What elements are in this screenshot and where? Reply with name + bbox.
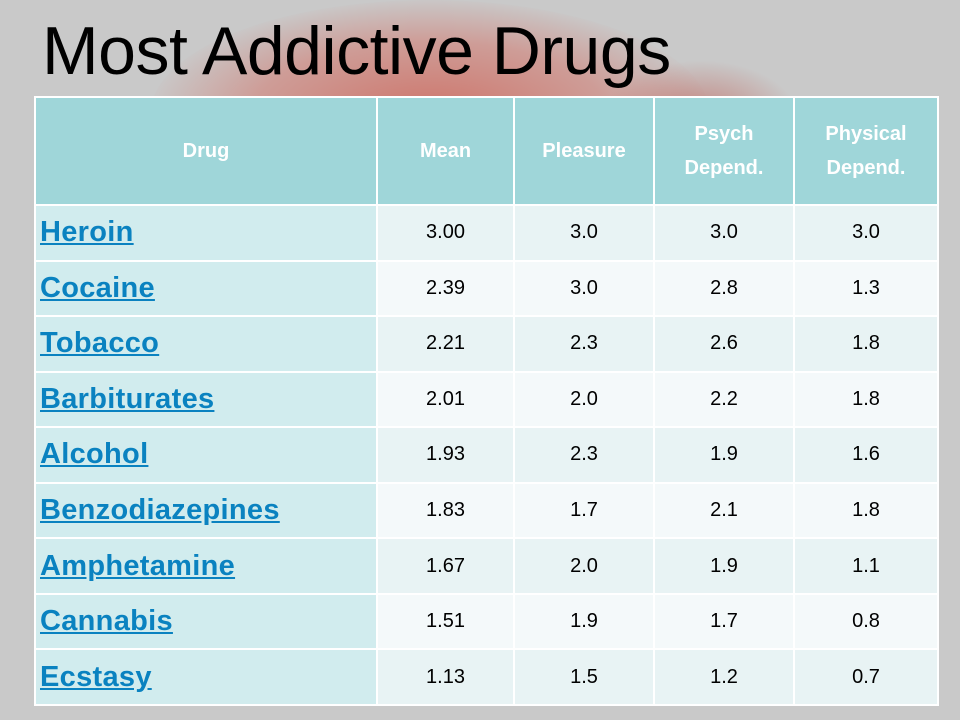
mean-cell: 3.00 [376,204,515,262]
table-row: Tobacco 2.21 2.3 2.6 1.8 [34,315,939,373]
drug-link-tobacco[interactable]: Tobacco [40,327,160,360]
physical-cell: 1.8 [793,481,939,540]
pleasure-cell: 2.3 [513,315,655,373]
drug-cell: Cocaine [34,259,378,318]
psych-cell: 3.0 [653,204,795,262]
physical-cell: 1.1 [793,537,939,595]
physical-cell: 3.0 [793,204,939,262]
pleasure-cell: 1.5 [513,648,655,706]
table-row: Alcohol 1.93 2.3 1.9 1.6 [34,426,939,484]
header-psych-line1: Psych [694,123,754,145]
mean-cell: 2.39 [376,259,515,318]
table-row: Amphetamine 1.67 2.0 1.9 1.1 [34,537,939,595]
physical-cell: 1.6 [793,426,939,484]
header-physical-line1: Physical [825,123,907,145]
pleasure-cell: 2.3 [513,426,655,484]
drug-link-alcohol[interactable]: Alcohol [40,438,149,471]
psych-cell: 1.9 [653,426,795,484]
physical-cell: 1.8 [793,315,939,373]
drug-cell: Benzodiazepines [34,481,378,540]
drug-link-benzodiazepines[interactable]: Benzodiazepines [40,494,280,526]
physical-cell: 1.3 [793,259,939,318]
header-physical-line2: Depend. [826,157,906,179]
physical-cell: 1.8 [793,370,939,429]
mean-cell: 1.83 [376,481,515,540]
pleasure-cell: 2.0 [513,537,655,595]
mean-cell: 1.93 [376,426,515,484]
drug-link-cocaine[interactable]: Cocaine [40,271,155,304]
table-row: Ecstasy 1.13 1.5 1.2 0.7 [34,648,939,706]
table-header-row: Drug Mean Pleasure Psych Depend. Physica… [34,96,939,206]
drug-cell: Ecstasy [34,648,378,706]
drug-cell: Cannabis [34,592,378,651]
mean-cell: 1.67 [376,537,515,595]
mean-cell: 1.13 [376,648,515,706]
drug-link-cannabis[interactable]: Cannabis [40,605,173,638]
drug-cell: Barbiturates [34,370,378,429]
header-pleasure: Pleasure [513,96,655,206]
slide-title: Most Addictive Drugs [42,13,671,89]
drug-link-barbiturates[interactable]: Barbiturates [40,382,215,415]
header-psych-depend: Psych Depend. [653,96,795,206]
drug-cell: Amphetamine [34,537,378,595]
psych-cell: 1.2 [653,648,795,706]
mean-cell: 2.21 [376,315,515,373]
table-row: Benzodiazepines 1.83 1.7 2.1 1.8 [34,481,939,540]
physical-cell: 0.8 [793,592,939,651]
table-row: Barbiturates 2.01 2.0 2.2 1.8 [34,370,939,429]
psych-cell: 1.7 [653,592,795,651]
drug-cell: Tobacco [34,315,378,373]
drug-link-ecstasy[interactable]: Ecstasy [40,660,152,693]
psych-cell: 2.6 [653,315,795,373]
header-drug: Drug [34,96,378,206]
pleasure-cell: 3.0 [513,259,655,318]
psych-cell: 1.9 [653,537,795,595]
header-physical-depend: Physical Depend. [793,96,939,206]
psych-cell: 2.2 [653,370,795,429]
psych-cell: 2.1 [653,481,795,540]
pleasure-cell: 3.0 [513,204,655,262]
drug-cell: Alcohol [34,426,378,484]
header-mean: Mean [376,96,515,206]
pleasure-cell: 1.9 [513,592,655,651]
pleasure-cell: 1.7 [513,481,655,540]
header-psych-line2: Depend. [684,157,764,179]
psych-cell: 2.8 [653,259,795,318]
table-row: Cocaine 2.39 3.0 2.8 1.3 [34,259,939,318]
table-row: Cannabis 1.51 1.9 1.7 0.8 [34,592,939,651]
pleasure-cell: 2.0 [513,370,655,429]
drug-link-heroin[interactable]: Heroin [40,216,134,249]
drug-link-amphetamine[interactable]: Amphetamine [40,549,236,582]
drugs-table: Drug Mean Pleasure Psych Depend. Physica… [34,96,939,706]
drug-cell: Heroin [34,204,378,262]
mean-cell: 2.01 [376,370,515,429]
table-row: Heroin 3.00 3.0 3.0 3.0 [34,204,939,262]
mean-cell: 1.51 [376,592,515,651]
physical-cell: 0.7 [793,648,939,706]
